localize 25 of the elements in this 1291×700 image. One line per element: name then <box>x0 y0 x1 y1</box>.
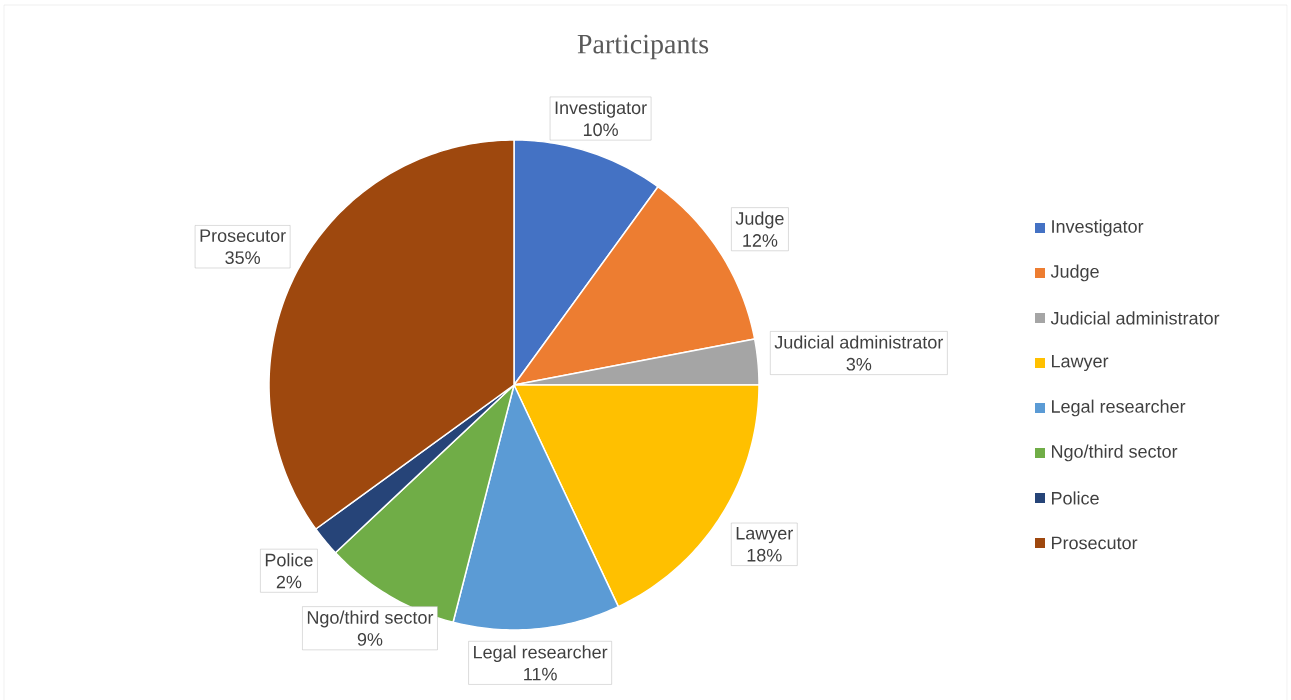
data-label: 18% <box>747 548 782 562</box>
data-label: 2% <box>276 575 302 589</box>
slice-label: Lawyer <box>736 527 793 544</box>
legend-label: Police <box>1052 491 1099 505</box>
slice-label: Investigator <box>555 100 647 118</box>
data-label: 11% <box>524 667 557 681</box>
slice-label: Judge <box>735 211 784 229</box>
data-label: 35% <box>225 251 260 264</box>
slice-label: Legal researcher <box>474 645 608 663</box>
legend-label: Legal researcher <box>1052 399 1186 417</box>
slice-label: Police <box>265 553 313 567</box>
legend-label: Investigator <box>1052 219 1144 237</box>
slice-label: Prosecutor <box>200 229 286 242</box>
slice-label: Ngo/third sector <box>307 610 434 628</box>
data-label: 9% <box>357 633 383 646</box>
data-label: 10% <box>583 123 618 137</box>
legend-label: Judge <box>1050 264 1099 282</box>
legend-label: Prosecutor <box>1052 536 1138 550</box>
chart-title: Participants <box>577 34 709 60</box>
data-label: 3% <box>846 357 872 371</box>
legend-label: Ngo/third sector <box>1052 444 1178 462</box>
data-label: 12% <box>743 234 778 247</box>
slice-label: Judicial administrator <box>774 335 944 349</box>
legend-label: Lawyer <box>1052 354 1109 372</box>
legend-label: Judicial administrator <box>1050 311 1220 325</box>
